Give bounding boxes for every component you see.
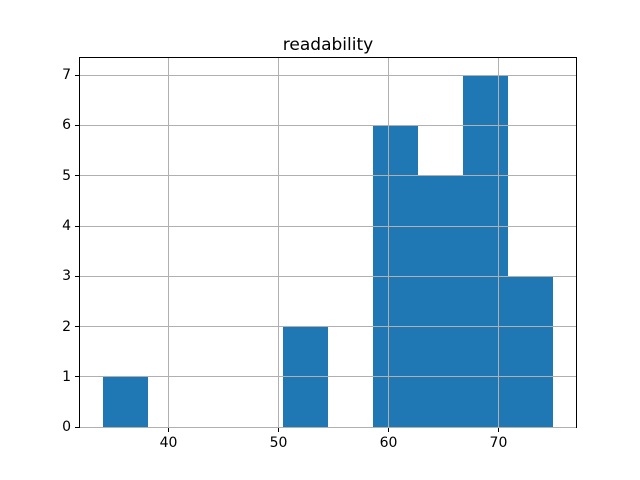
gridline-y (80, 326, 576, 328)
x-tick-mark (278, 428, 279, 433)
histogram-bar (102, 376, 148, 428)
gridline-y (80, 74, 576, 76)
y-tick-mark (75, 326, 79, 328)
y-tick-mark (75, 426, 79, 428)
gridline-x (168, 57, 170, 428)
gridline-x (278, 57, 279, 428)
y-tick-label: 1 (62, 368, 71, 385)
histogram-bar (508, 276, 554, 428)
x-tick-label: 40 (159, 435, 178, 452)
gridline-y (80, 275, 576, 277)
gridline-y (80, 124, 576, 126)
y-tick-mark (75, 124, 79, 126)
gridline-x (497, 57, 499, 428)
chart-title: readability (282, 35, 374, 55)
histogram-bar (418, 175, 464, 428)
histogram-bar (463, 75, 509, 428)
y-tick-label: 3 (62, 268, 71, 285)
y-tick-label: 4 (62, 218, 71, 235)
y-tick-mark (75, 175, 79, 177)
gridline-y (80, 225, 576, 227)
y-tick-label: 0 (62, 419, 71, 436)
plot-area (79, 56, 577, 429)
y-tick-mark (75, 275, 79, 277)
y-tick-label: 2 (62, 318, 71, 335)
gridline-y (80, 175, 576, 177)
gridline-y (80, 426, 576, 428)
y-tick-mark (75, 225, 79, 227)
y-tick-label: 5 (62, 167, 71, 184)
y-tick-label: 6 (62, 117, 71, 134)
bars-layer (80, 58, 576, 428)
gridline-x (387, 57, 389, 428)
x-tick-label: 50 (269, 435, 288, 452)
x-tick-label: 70 (489, 435, 508, 452)
x-tick-mark (387, 428, 389, 433)
x-tick-label: 60 (379, 435, 398, 452)
x-tick-mark (168, 428, 170, 433)
grid-layer (80, 57, 576, 428)
x-tick-mark (497, 428, 499, 433)
gridline-y (80, 376, 576, 378)
y-tick-mark (75, 74, 79, 76)
y-tick-label: 7 (62, 67, 71, 84)
y-tick-mark (75, 376, 79, 378)
